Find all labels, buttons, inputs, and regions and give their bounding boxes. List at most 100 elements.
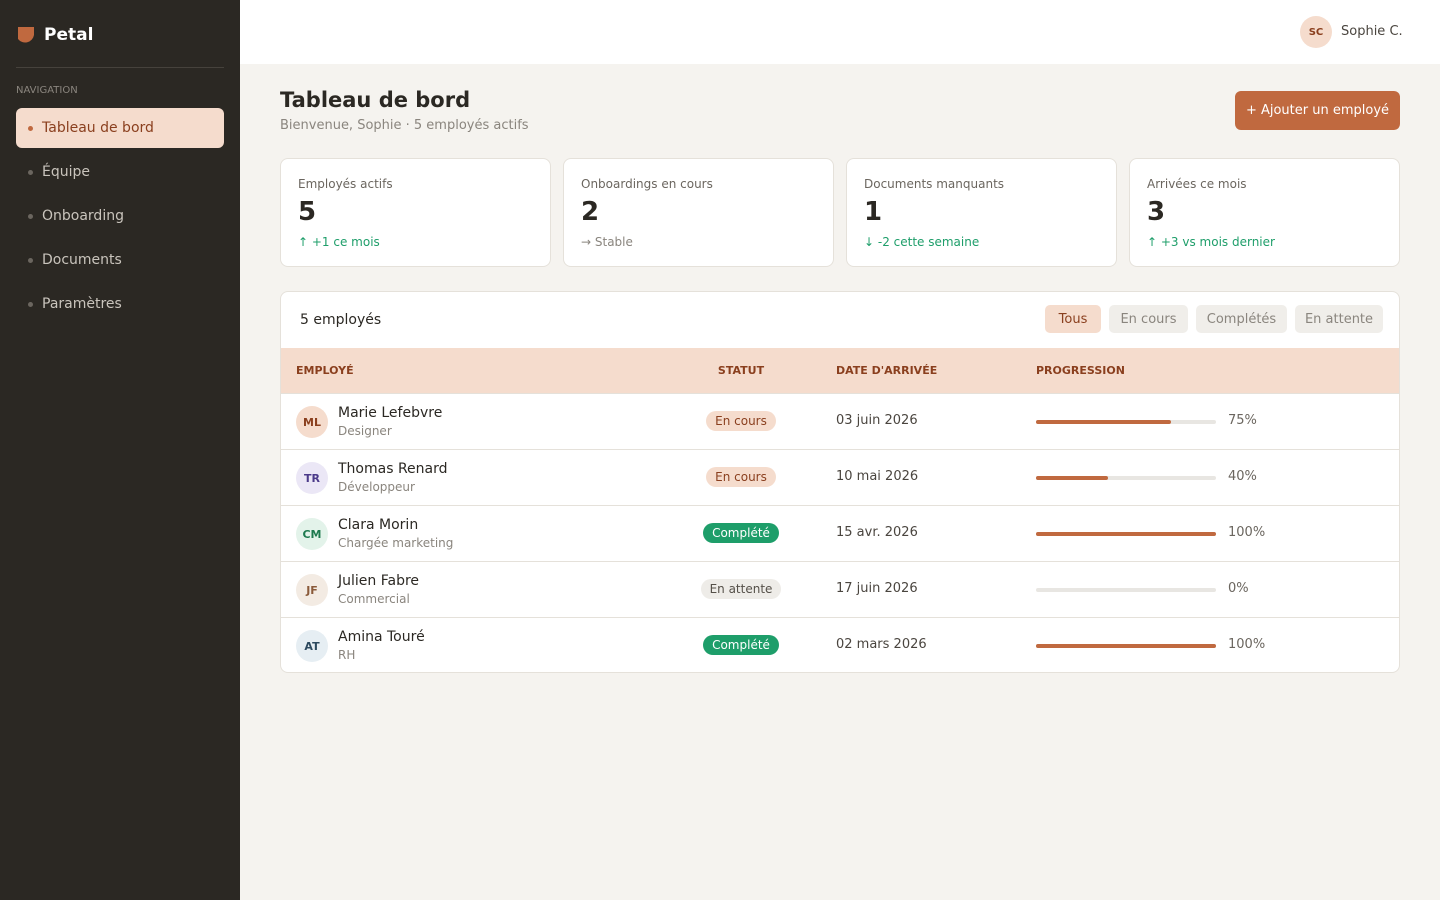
stat-card: Documents manquants 1 ↓ -2 cette semaine (846, 158, 1117, 267)
table-count: 5 employés (300, 312, 382, 328)
user-name[interactable]: Sophie C. (1341, 24, 1403, 39)
brand: Petal (44, 25, 94, 45)
add-employee-button[interactable]: + Ajouter un employé (1235, 91, 1400, 130)
status-label: En attente (700, 579, 782, 599)
stat-value: 5 (298, 197, 317, 227)
stat-label: Documents manquants (864, 177, 1005, 191)
filter-button[interactable]: Complétés (1196, 305, 1287, 333)
column-header: PROGRESSION (1036, 364, 1125, 377)
sidebar: Petal NAVIGATION Tableau de bord Équipe On… (0, 0, 240, 900)
nav-label: Onboarding (42, 208, 124, 224)
progress-track (1036, 420, 1216, 424)
filter-button[interactable]: En attente (1295, 305, 1383, 333)
employee-table: 5 employés Tous En cours Complétés En atten… (280, 291, 1400, 673)
progress-track (1036, 532, 1216, 536)
stat-delta: → Stable (581, 235, 633, 249)
progress-bar (1036, 476, 1108, 480)
nav-label: Documents (42, 252, 122, 268)
nav-dot (28, 302, 33, 307)
nav-item[interactable]: Tableau de bord (16, 108, 224, 148)
employee-name: Julien Fabre (338, 573, 420, 589)
progress-track (1036, 588, 1216, 592)
arrival-date: 02 mars 2026 (836, 637, 927, 652)
stat-value: 3 (1147, 197, 1166, 227)
nav-label: Tableau de bord (42, 120, 154, 136)
progress-label: 40% (1228, 469, 1257, 484)
stat-delta: ↑ +3 vs mois dernier (1147, 235, 1275, 249)
status-badge: En attente (681, 579, 801, 599)
employee-name: Amina Touré (338, 629, 425, 645)
stat-label: Arrivées ce mois (1147, 177, 1247, 191)
employee-role: Designer (338, 424, 392, 438)
column-header: EMPLOYÉ (296, 364, 354, 377)
progress-bar (1036, 532, 1216, 536)
page-title: Tableau de bord (280, 88, 471, 112)
progress-track (1036, 476, 1216, 480)
employee-avatar: TR (296, 462, 328, 494)
user-avatar[interactable]: SC (1300, 16, 1332, 48)
nav-label: Paramètres (42, 296, 122, 312)
progress-bar (1036, 644, 1216, 648)
progress-bar (1036, 420, 1171, 424)
nav-label: Équipe (42, 164, 90, 180)
nav-item[interactable]: Documents (16, 240, 224, 280)
stat-card: Onboardings en cours 2 → Stable (563, 158, 834, 267)
nav-item[interactable]: Onboarding (16, 196, 224, 236)
nav-dot (28, 170, 33, 175)
nav-dot (28, 258, 33, 263)
progress-label: 100% (1228, 637, 1266, 652)
arrival-date: 17 juin 2026 (836, 581, 918, 596)
employee-role: Chargée marketing (338, 536, 454, 550)
status-badge: Complété (681, 635, 801, 655)
nav-dot (28, 214, 33, 219)
stat-delta: ↑ +1 ce mois (298, 235, 380, 249)
topbar: SC Sophie C. (240, 0, 1440, 64)
table-row[interactable]: AT Amina Touré RH Complété 02 mars 2026 100% (281, 617, 1399, 672)
employee-name: Clara Morin (338, 517, 419, 533)
employee-role: Commercial (338, 592, 410, 606)
nav-section: NAVIGATION (16, 85, 78, 96)
status-badge: En cours (681, 467, 801, 487)
progress-label: 100% (1228, 525, 1266, 540)
arrival-date: 03 juin 2026 (836, 413, 918, 428)
status-label: Complété (703, 635, 779, 655)
filter-button[interactable]: En cours (1109, 305, 1188, 333)
progress-label: 0% (1228, 581, 1249, 596)
employee-avatar: CM (296, 518, 328, 550)
column-header: STATUT (717, 364, 765, 377)
arrival-date: 10 mai 2026 (836, 469, 919, 484)
employee-role: RH (338, 648, 356, 662)
stat-value: 1 (864, 197, 883, 227)
divider (16, 67, 224, 68)
status-label: En cours (706, 411, 776, 431)
progress-label: 75% (1228, 413, 1257, 428)
table-header (281, 348, 1399, 393)
employee-avatar: JF (296, 574, 328, 606)
logo-icon (18, 27, 34, 43)
stat-card: Employés actifs 5 ↑ +1 ce mois (280, 158, 551, 267)
progress-track (1036, 644, 1216, 648)
table-row[interactable]: TR Thomas Renard Développeur En cours 10 mai… (281, 449, 1399, 505)
stat-card: Arrivées ce mois 3 ↑ +3 vs mois dernier (1129, 158, 1400, 267)
table-row[interactable]: ML Marie Lefebvre Designer En cours 03 juin … (281, 393, 1399, 449)
filter-button[interactable]: Tous (1045, 305, 1101, 333)
nav-dot (28, 126, 33, 131)
nav-item[interactable]: Paramètres (16, 284, 224, 324)
employee-avatar: ML (296, 406, 328, 438)
stat-label: Employés actifs (298, 177, 393, 191)
status-label: Complété (703, 523, 779, 543)
stat-delta: ↓ -2 cette semaine (864, 235, 980, 249)
status-badge: Complété (681, 523, 801, 543)
employee-name: Thomas Renard (338, 461, 448, 477)
nav-item[interactable]: Équipe (16, 152, 224, 192)
table-row[interactable]: CM Clara Morin Chargée marketing Complété 15… (281, 505, 1399, 561)
table-row[interactable]: JF Julien Fabre Commercial En attente 17 jui… (281, 561, 1399, 617)
employee-avatar: AT (296, 630, 328, 662)
stat-label: Onboardings en cours (581, 177, 713, 191)
page-subtitle: Bienvenue, Sophie · 5 employés actifs (280, 118, 529, 133)
status-badge: En cours (681, 411, 801, 431)
stat-value: 2 (581, 197, 600, 227)
status-label: En cours (706, 467, 776, 487)
